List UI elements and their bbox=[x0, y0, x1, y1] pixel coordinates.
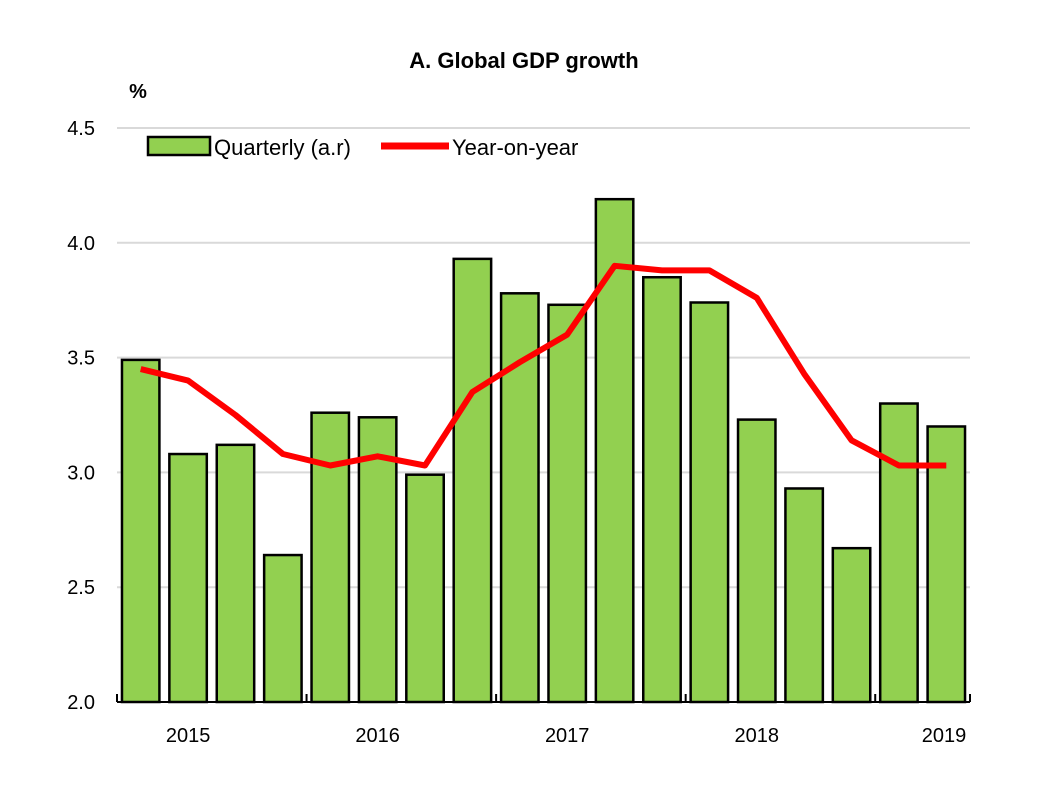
y-tick-label: 4.5 bbox=[67, 118, 95, 140]
bar bbox=[689, 301, 730, 704]
x-axis-ticks: 2015 2016 2017 2018 2019 bbox=[166, 725, 966, 747]
y-tick-label: 2.0 bbox=[67, 692, 95, 714]
legend: Quarterly (a.r) Year-on-year bbox=[146, 135, 578, 160]
bar bbox=[262, 553, 303, 704]
bar bbox=[547, 303, 588, 704]
bar bbox=[784, 487, 825, 704]
x-tick-label: 2016 bbox=[355, 725, 400, 747]
bar bbox=[736, 418, 777, 704]
bar bbox=[405, 473, 445, 704]
x-tick-label: 2018 bbox=[735, 725, 780, 747]
bar bbox=[215, 443, 256, 704]
x-tick-label: 2019 bbox=[922, 725, 967, 747]
y-tick-label: 2.5 bbox=[67, 577, 95, 599]
y-tick-label: 3.5 bbox=[67, 348, 95, 370]
line-series bbox=[139, 262, 947, 469]
yoy-line bbox=[139, 262, 947, 469]
y-axis-unit: % bbox=[129, 81, 147, 103]
bar bbox=[878, 402, 919, 704]
y-axis-ticks: 2.0 2.5 3.0 3.5 4.0 4.5 bbox=[67, 118, 95, 714]
legend-label-quarterly: Quarterly (a.r) bbox=[214, 135, 351, 160]
x-tick-label: 2015 bbox=[166, 725, 211, 747]
y-tick-label: 4.0 bbox=[67, 233, 95, 255]
y-tick-label: 3.0 bbox=[67, 462, 95, 484]
bar bbox=[594, 197, 635, 704]
bar bbox=[452, 257, 493, 704]
bar bbox=[642, 275, 682, 704]
bar bbox=[831, 546, 872, 704]
bar bbox=[926, 425, 967, 704]
bar bbox=[120, 358, 161, 704]
gridlines bbox=[117, 127, 970, 589]
bar-series bbox=[120, 197, 967, 704]
legend-swatch-quarterly bbox=[146, 135, 212, 157]
bar bbox=[357, 416, 398, 704]
bar bbox=[310, 411, 351, 704]
x-tick-label: 2017 bbox=[545, 725, 590, 747]
legend-label-yoy: Year-on-year bbox=[452, 135, 578, 160]
bar bbox=[168, 452, 209, 704]
x-axis bbox=[116, 694, 971, 703]
chart-title: A. Global GDP growth bbox=[409, 48, 638, 73]
